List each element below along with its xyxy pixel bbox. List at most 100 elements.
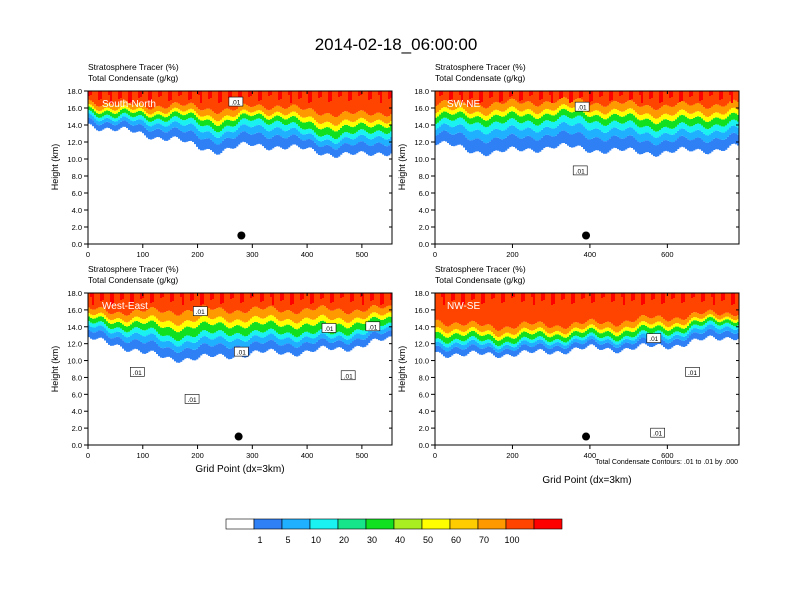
contour-label-box <box>340 370 356 381</box>
x-tick-label: 300 <box>246 250 259 259</box>
x-tick-label: 400 <box>301 451 314 460</box>
x-tick-label: 200 <box>506 451 519 460</box>
y-tick-label: 18.0 <box>67 289 82 298</box>
panel-title-line2: Total Condensate (g/kg) <box>88 73 178 83</box>
panel-title-line1: Stratosphere Tracer (%) <box>435 62 526 72</box>
y-tick-label: 2.0 <box>72 424 82 433</box>
contour-label: .01 <box>572 165 588 176</box>
location-marker <box>237 231 246 240</box>
colorbar-label: 60 <box>451 535 461 545</box>
tracer-field <box>435 91 739 157</box>
figure-title: 2014-02-18_06:00:00 <box>315 35 478 54</box>
panel-label: South-North <box>102 99 156 110</box>
tracer-field <box>88 91 392 158</box>
panel-west-east: Stratosphere Tracer (%) Total Condensate… <box>50 264 393 475</box>
contour-label-box <box>650 427 665 438</box>
x-tick-label: 600 <box>661 250 674 259</box>
colorbar-swatch <box>365 518 395 530</box>
colorbar-swatch <box>477 518 507 530</box>
y-tick-label: 2.0 <box>419 223 429 232</box>
colorbar-swatch <box>449 518 479 530</box>
y-tick-label: 0.0 <box>419 240 429 249</box>
y-tick-label: 8.0 <box>72 373 82 382</box>
contour-label-box <box>572 165 588 176</box>
x-tick-label: 200 <box>191 451 204 460</box>
panel-label: NW-SE <box>447 301 480 312</box>
x-tick-label: 400 <box>584 451 597 460</box>
contour-label: .01 <box>234 346 249 357</box>
colorbar-label: 70 <box>479 535 489 545</box>
y-tick-label: 8.0 <box>72 172 82 181</box>
contour-label-text: .01 <box>578 105 587 112</box>
panel-nw-se: Stratosphere Tracer (%) Total Condensate… <box>397 264 740 486</box>
x-tick-label: 0 <box>433 250 437 259</box>
axes-frame <box>87 292 393 446</box>
axes-frame <box>87 90 393 245</box>
x-tick-label: 200 <box>506 250 519 259</box>
y-tick-label: 4.0 <box>419 407 429 416</box>
contour-label: .01 <box>129 367 145 377</box>
plot-area: 0.0 2.0 4.0 6.0 8.0 10.0 12.0 14.0 16.0 18.0 0 200 4… <box>414 87 740 259</box>
contour-label-text: .01 <box>368 324 377 331</box>
contour-label: .01 <box>184 394 200 404</box>
y-tick-label: 0.0 <box>72 240 82 249</box>
contour-label-text: .01 <box>231 100 240 107</box>
panel-label: SW-NE <box>447 99 480 110</box>
colorbar-swatch <box>253 518 283 530</box>
y-tick-label: 10.0 <box>67 155 82 164</box>
contour-label-box <box>129 367 145 377</box>
panel-title-line2: Total Condensate (g/kg) <box>435 275 525 285</box>
contour-label-text: .01 <box>133 370 142 377</box>
y-tick-label: 12.0 <box>67 340 82 349</box>
y-tick-label: 12.0 <box>414 138 429 147</box>
axes-frame <box>434 90 740 245</box>
x-tick-label: 0 <box>433 451 437 460</box>
x-tick-label: 300 <box>246 451 259 460</box>
y-tick-label: 6.0 <box>72 189 82 198</box>
colorbar-swatch <box>421 518 451 530</box>
panel-title-line2: Total Condensate (g/kg) <box>435 73 525 83</box>
contour-label: .01 <box>646 333 662 343</box>
panel-title-line1: Stratosphere Tracer (%) <box>88 62 179 72</box>
location-marker <box>234 432 243 441</box>
y-tick-label: 6.0 <box>72 390 82 399</box>
y-tick-label: 8.0 <box>419 373 429 382</box>
y-axis-label: Height (km) <box>50 346 60 393</box>
y-tick-label: 4.0 <box>419 206 429 215</box>
x-tick-label: 400 <box>584 250 597 259</box>
colorbar-swatch <box>225 518 255 530</box>
contour-label-box <box>184 394 200 404</box>
contour-label-text: .01 <box>576 168 585 175</box>
tracer-field <box>88 293 392 363</box>
y-axis-label: Height (km) <box>397 144 407 191</box>
colorbar-label: 1 <box>257 535 262 545</box>
y-axis-label: Height (km) <box>397 346 407 393</box>
panel-title-line2: Total Condensate (g/kg) <box>88 275 178 285</box>
colorbar-swatch <box>393 518 423 530</box>
contour-label-box <box>685 367 700 377</box>
y-tick-label: 10.0 <box>414 357 429 366</box>
y-tick-label: 6.0 <box>419 189 429 198</box>
contour-label-text: .01 <box>688 370 697 377</box>
y-tick-label: 10.0 <box>414 155 429 164</box>
x-tick-label: 100 <box>137 451 150 460</box>
y-tick-label: 10.0 <box>67 357 82 366</box>
contour-label-box <box>321 323 337 333</box>
contour-label-text: .01 <box>344 373 353 380</box>
panel-label: West-East <box>102 301 148 312</box>
y-tick-label: 16.0 <box>414 306 429 315</box>
y-tick-label: 14.0 <box>67 323 82 332</box>
colorbar-label: 10 <box>311 535 321 545</box>
contour-label: .01 <box>192 306 208 316</box>
location-marker <box>582 231 591 240</box>
y-tick-label: 14.0 <box>414 323 429 332</box>
colorbar-label: 30 <box>367 535 377 545</box>
x-tick-label: 200 <box>191 250 204 259</box>
contour-label: .01 <box>685 367 700 377</box>
location-marker <box>582 432 591 441</box>
colorbar-label: 5 <box>285 535 290 545</box>
y-tick-label: 14.0 <box>414 121 429 130</box>
y-tick-label: 12.0 <box>414 340 429 349</box>
contour-label-text: .01 <box>649 336 658 343</box>
x-tick-label: 0 <box>86 451 90 460</box>
